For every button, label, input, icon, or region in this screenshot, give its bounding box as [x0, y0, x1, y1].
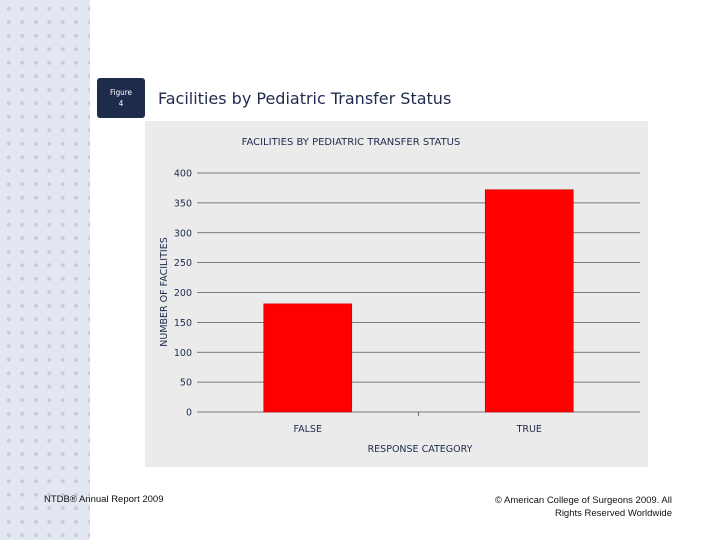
bar-true	[484, 189, 574, 413]
x-tick-label: TRUE	[516, 424, 542, 435]
y-tick-label: 350	[174, 198, 192, 209]
y-tick-label: 400	[174, 169, 192, 180]
x-tick-label: FALSE	[294, 424, 322, 435]
footer-copyright: © American College of Surgeons 2009. All…	[432, 494, 672, 520]
y-tick-label: 50	[180, 378, 192, 389]
bar-chart: 0 50 100 150 200 250 300 350 400 FALSE TRUE FACILI…	[159, 137, 640, 455]
slide-title: Facilities by Pediatric Transfer Status	[158, 89, 452, 108]
figure-label: Figure	[110, 88, 132, 97]
bars	[263, 189, 574, 413]
chart-panel: 0 50 100 150 200 250 300 350 400 FALSE TRUE FACILI…	[145, 121, 648, 467]
axis-ticks: 0 50 100 150 200 250 300 350 400 FALSE TRUE	[174, 169, 542, 436]
y-tick-label: 100	[174, 348, 192, 359]
figure-number: 4	[118, 99, 124, 108]
y-tick-label: 300	[174, 228, 192, 239]
bar-false	[263, 303, 353, 413]
footer-report-name: NTDB® Annual Report 2009	[44, 494, 164, 505]
chart-title: FACILITIES BY PEDIATRIC TRANSFER STATUS	[242, 137, 461, 148]
y-tick-label: 200	[174, 288, 192, 299]
decorative-dot-strip	[0, 0, 90, 540]
y-tick-label: 0	[186, 408, 192, 419]
x-axis-label: RESPONSE CATEGORY	[368, 444, 473, 455]
figure-badge: Figure 4	[97, 78, 145, 118]
y-tick-label: 150	[174, 318, 192, 329]
y-axis-label: NUMBER OF FACILITIES	[159, 237, 170, 346]
copyright-line-2: Rights Reserved Worldwide	[554, 508, 672, 519]
copyright-line-1: © American College of Surgeons 2009. All	[494, 495, 672, 506]
y-tick-label: 250	[174, 258, 192, 269]
